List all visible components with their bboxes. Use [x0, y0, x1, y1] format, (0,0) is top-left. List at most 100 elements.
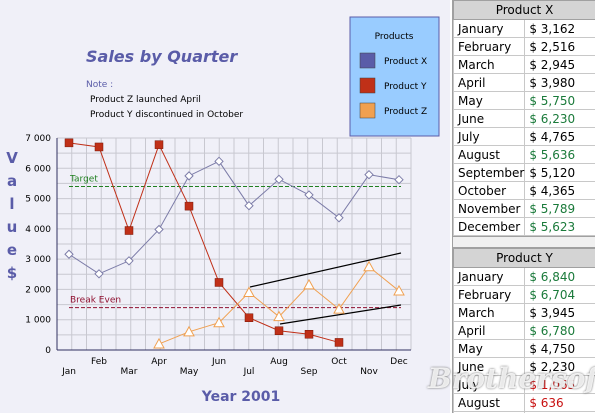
- y-tick-label: 3 000: [25, 255, 51, 265]
- table-cell-value: $ 4,750: [524, 339, 595, 358]
- x-tick-label: Sep: [301, 367, 318, 377]
- data-point: [214, 156, 224, 167]
- data-point: [304, 330, 314, 339]
- y-tick-label: 5 000: [25, 195, 51, 205]
- trend-lines: [249, 252, 402, 325]
- x-tick-label: Dec: [390, 357, 407, 367]
- legend-label: Product Y: [384, 82, 427, 92]
- table-cell-month: July: [453, 375, 526, 394]
- data-point: [273, 310, 285, 322]
- x-tick-label: Feb: [91, 357, 107, 367]
- table-row: December $ 5,623: [453, 217, 595, 236]
- note-line: Product Y discontinued in October: [90, 110, 243, 120]
- data-point: [64, 249, 74, 259]
- y-tick-label: 1 000: [25, 316, 51, 326]
- legend-label: Product X: [384, 57, 427, 67]
- table-cell-month: April: [453, 321, 526, 340]
- table-cell-value: $ 4,365: [524, 181, 595, 200]
- data-point: [184, 201, 194, 211]
- table-cell-month: June: [453, 357, 526, 376]
- y-axis-label-char: l: [9, 195, 14, 213]
- table-cell-value: $ 5,636: [524, 145, 595, 164]
- trend-line: [279, 304, 402, 325]
- table-row: March $ 3,945: [453, 303, 595, 322]
- table-cell-value: $ 2,230: [524, 357, 595, 376]
- chart-panel: Sales by Quarter Note : Product Z launch…: [0, 0, 450, 413]
- y-tick-label: 7 000: [25, 134, 51, 144]
- data-point: [154, 224, 164, 235]
- table-row: August $ 636: [453, 393, 595, 412]
- data-point: [124, 226, 134, 235]
- data-point: [214, 278, 224, 287]
- table-cell-value: $ 1,065: [524, 375, 595, 394]
- table-cell-month: September: [453, 163, 526, 182]
- table-cell-value: $ 5,120: [524, 163, 595, 182]
- data-point: [394, 174, 404, 185]
- table-row: September $ 5,120: [453, 163, 595, 182]
- table-cell-month: February: [453, 285, 526, 304]
- x-tick-label: Mar: [121, 367, 138, 377]
- table-cell-month: August: [453, 145, 526, 164]
- data-point: [243, 286, 255, 297]
- note-title: Note :: [86, 80, 113, 90]
- table-row: November $ 5,789: [453, 199, 595, 218]
- note-line: Product Z launched April: [90, 95, 201, 105]
- reference-line-label: Target: [69, 174, 98, 184]
- legend-swatch: [359, 77, 376, 94]
- data-tables: Product X January $ 3,162 February $ 2,516 Ma…: [452, 0, 595, 413]
- table-row: April $ 3,980: [453, 73, 595, 92]
- x-axis-label: Year 2001: [201, 389, 281, 405]
- data-point: [244, 313, 254, 322]
- x-tick-label: Jul: [243, 367, 255, 377]
- table-cell-month: November: [453, 199, 526, 218]
- table-row: May $ 4,750: [453, 339, 595, 358]
- legend-swatch: [359, 102, 376, 119]
- table-row: April $ 6,780: [453, 321, 595, 340]
- data-point: [274, 326, 284, 335]
- data-point: [94, 269, 104, 279]
- data-point: [364, 169, 374, 180]
- data-point: [154, 140, 164, 149]
- data-point: [333, 303, 345, 314]
- x-tick-label: Jun: [211, 357, 226, 367]
- table-cell-month: March: [453, 55, 526, 74]
- table-row: June $ 6,230: [453, 109, 595, 128]
- table-cell-month: December: [453, 217, 526, 236]
- data-point: [244, 200, 254, 211]
- series-line: [68, 142, 340, 343]
- table-row: August $ 5,636: [453, 145, 595, 164]
- table-row: June $ 2,230: [453, 357, 595, 376]
- table-cell-month: June: [453, 109, 526, 128]
- table-row: October $ 4,365: [453, 181, 595, 200]
- series-product-z: [153, 260, 405, 349]
- data-table-product-y: Product Y January $ 6,840 February $ 6,704 Ma…: [453, 248, 595, 413]
- data-point: [363, 260, 375, 272]
- table-row: July $ 1,065: [453, 375, 595, 394]
- y-axis-label-char: V: [6, 149, 18, 167]
- data-point: [213, 316, 225, 328]
- table-cell-value: $ 6,230: [524, 109, 595, 128]
- series-product-y: [64, 138, 344, 347]
- data-point: [334, 213, 344, 223]
- data-point: [393, 284, 405, 296]
- table-cell-month: September: [453, 411, 526, 413]
- trend-line: [249, 252, 402, 288]
- table-cell-value: $ 4,765: [524, 127, 595, 146]
- table-header: Product Y: [453, 248, 595, 268]
- y-tick-label: 2 000: [25, 285, 51, 295]
- table-cell-month: January: [453, 267, 526, 286]
- legend-swatch: [359, 52, 376, 69]
- table-cell-month: March: [453, 303, 526, 322]
- y-axis-label-char: a: [7, 172, 17, 190]
- data-point: [153, 337, 165, 349]
- table-cell-value: $ 6,704: [524, 285, 595, 304]
- table-cell-value: $ 5,623: [524, 217, 595, 236]
- x-tick-label: Oct: [331, 357, 347, 367]
- legend-label: Product Z: [384, 107, 427, 117]
- chart-title: Sales by Quarter: [86, 47, 238, 66]
- x-tick-label: Aug: [270, 357, 288, 367]
- table-cell-value: $ 6,780: [524, 321, 595, 340]
- x-tick-label: Apr: [151, 357, 167, 367]
- data-point: [183, 325, 195, 337]
- data-point: [94, 142, 104, 152]
